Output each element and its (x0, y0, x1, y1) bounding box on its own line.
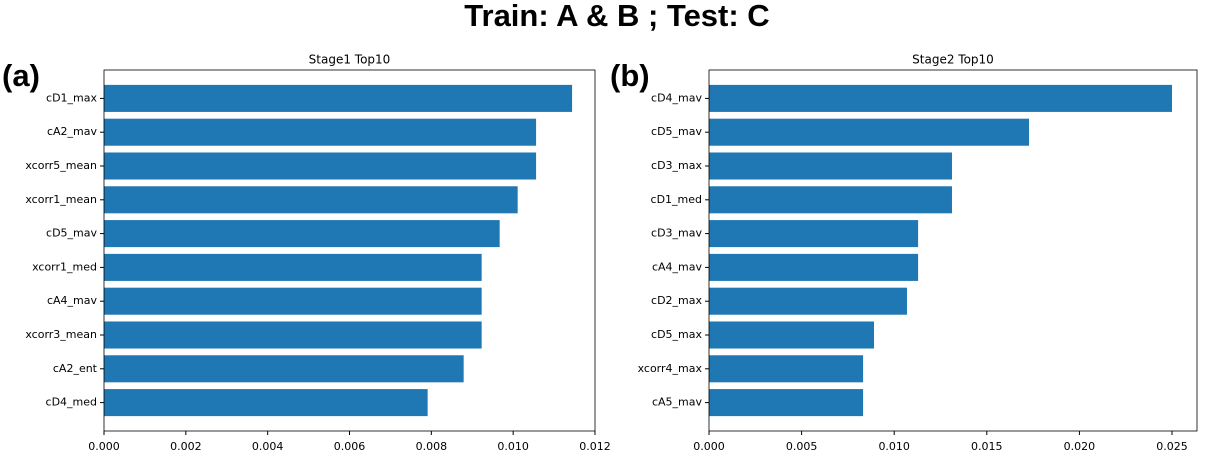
y-tick-label: xcorr3_mean (25, 328, 97, 341)
panel-label: (b) (610, 58, 650, 93)
y-tick-label: cD3_max (651, 159, 702, 172)
bar (709, 152, 952, 180)
x-tick-label: 0.000 (88, 440, 120, 453)
x-tick-label: 0.004 (252, 440, 284, 453)
bar (709, 118, 1030, 146)
bar (104, 287, 482, 315)
x-tick-label: 0.015 (971, 440, 1003, 453)
bar (709, 355, 864, 383)
x-tick-label: 0.002 (170, 440, 202, 453)
y-tick-label: cA5_mav (652, 396, 703, 409)
bar (104, 118, 537, 146)
x-tick-label: 0.006 (334, 440, 366, 453)
figure-title: Train: A & B ; Test: C (464, 0, 769, 33)
bar (104, 389, 428, 417)
bar (709, 220, 919, 248)
y-tick-label: cD4_med (46, 396, 97, 409)
x-tick-label: 0.012 (579, 440, 611, 453)
x-tick-label: 0.025 (1156, 440, 1188, 453)
bar (104, 220, 500, 248)
bar (104, 321, 482, 349)
x-tick-label: 0.008 (416, 440, 448, 453)
y-tick-label: cA4_mav (47, 294, 98, 307)
y-tick-label: xcorr4_max (638, 362, 703, 375)
y-tick-label: xcorr1_med (32, 260, 97, 273)
bar (709, 321, 875, 349)
bar (104, 355, 464, 383)
x-tick-label: 0.000 (693, 440, 725, 453)
bar (709, 389, 864, 417)
x-tick-label: 0.010 (497, 440, 529, 453)
axes-title: Stage2 Top10 (912, 53, 994, 67)
panel-label: (a) (2, 58, 40, 93)
y-tick-label: cD5_mav (46, 227, 97, 240)
y-tick-label: cA2_mav (47, 125, 98, 138)
y-tick-label: cD1_max (46, 91, 97, 104)
bar (709, 253, 919, 281)
y-tick-label: xcorr5_mean (25, 159, 97, 172)
bar (104, 152, 537, 180)
x-tick-label: 0.020 (1064, 440, 1096, 453)
y-tick-label: cD4_mav (651, 91, 702, 104)
y-tick-label: cA2_ent (53, 362, 98, 375)
x-tick-label: 0.005 (786, 440, 818, 453)
y-tick-label: cD5_mav (651, 125, 702, 138)
y-tick-label: cD2_max (651, 294, 702, 307)
bar (709, 287, 907, 315)
y-tick-label: cD1_med (651, 193, 702, 206)
y-tick-label: xcorr1_mean (25, 193, 97, 206)
bar (104, 186, 518, 214)
bar (104, 84, 573, 112)
bar (104, 253, 482, 281)
y-tick-label: cD3_mav (651, 227, 702, 240)
y-tick-label: cA4_mav (652, 260, 703, 273)
bar (709, 84, 1172, 112)
axes-frame (708, 69, 1198, 432)
axes-title: Stage1 Top10 (309, 53, 391, 67)
y-tick-label: cD5_max (651, 328, 702, 341)
bar (709, 186, 952, 214)
x-tick-label: 0.010 (878, 440, 910, 453)
